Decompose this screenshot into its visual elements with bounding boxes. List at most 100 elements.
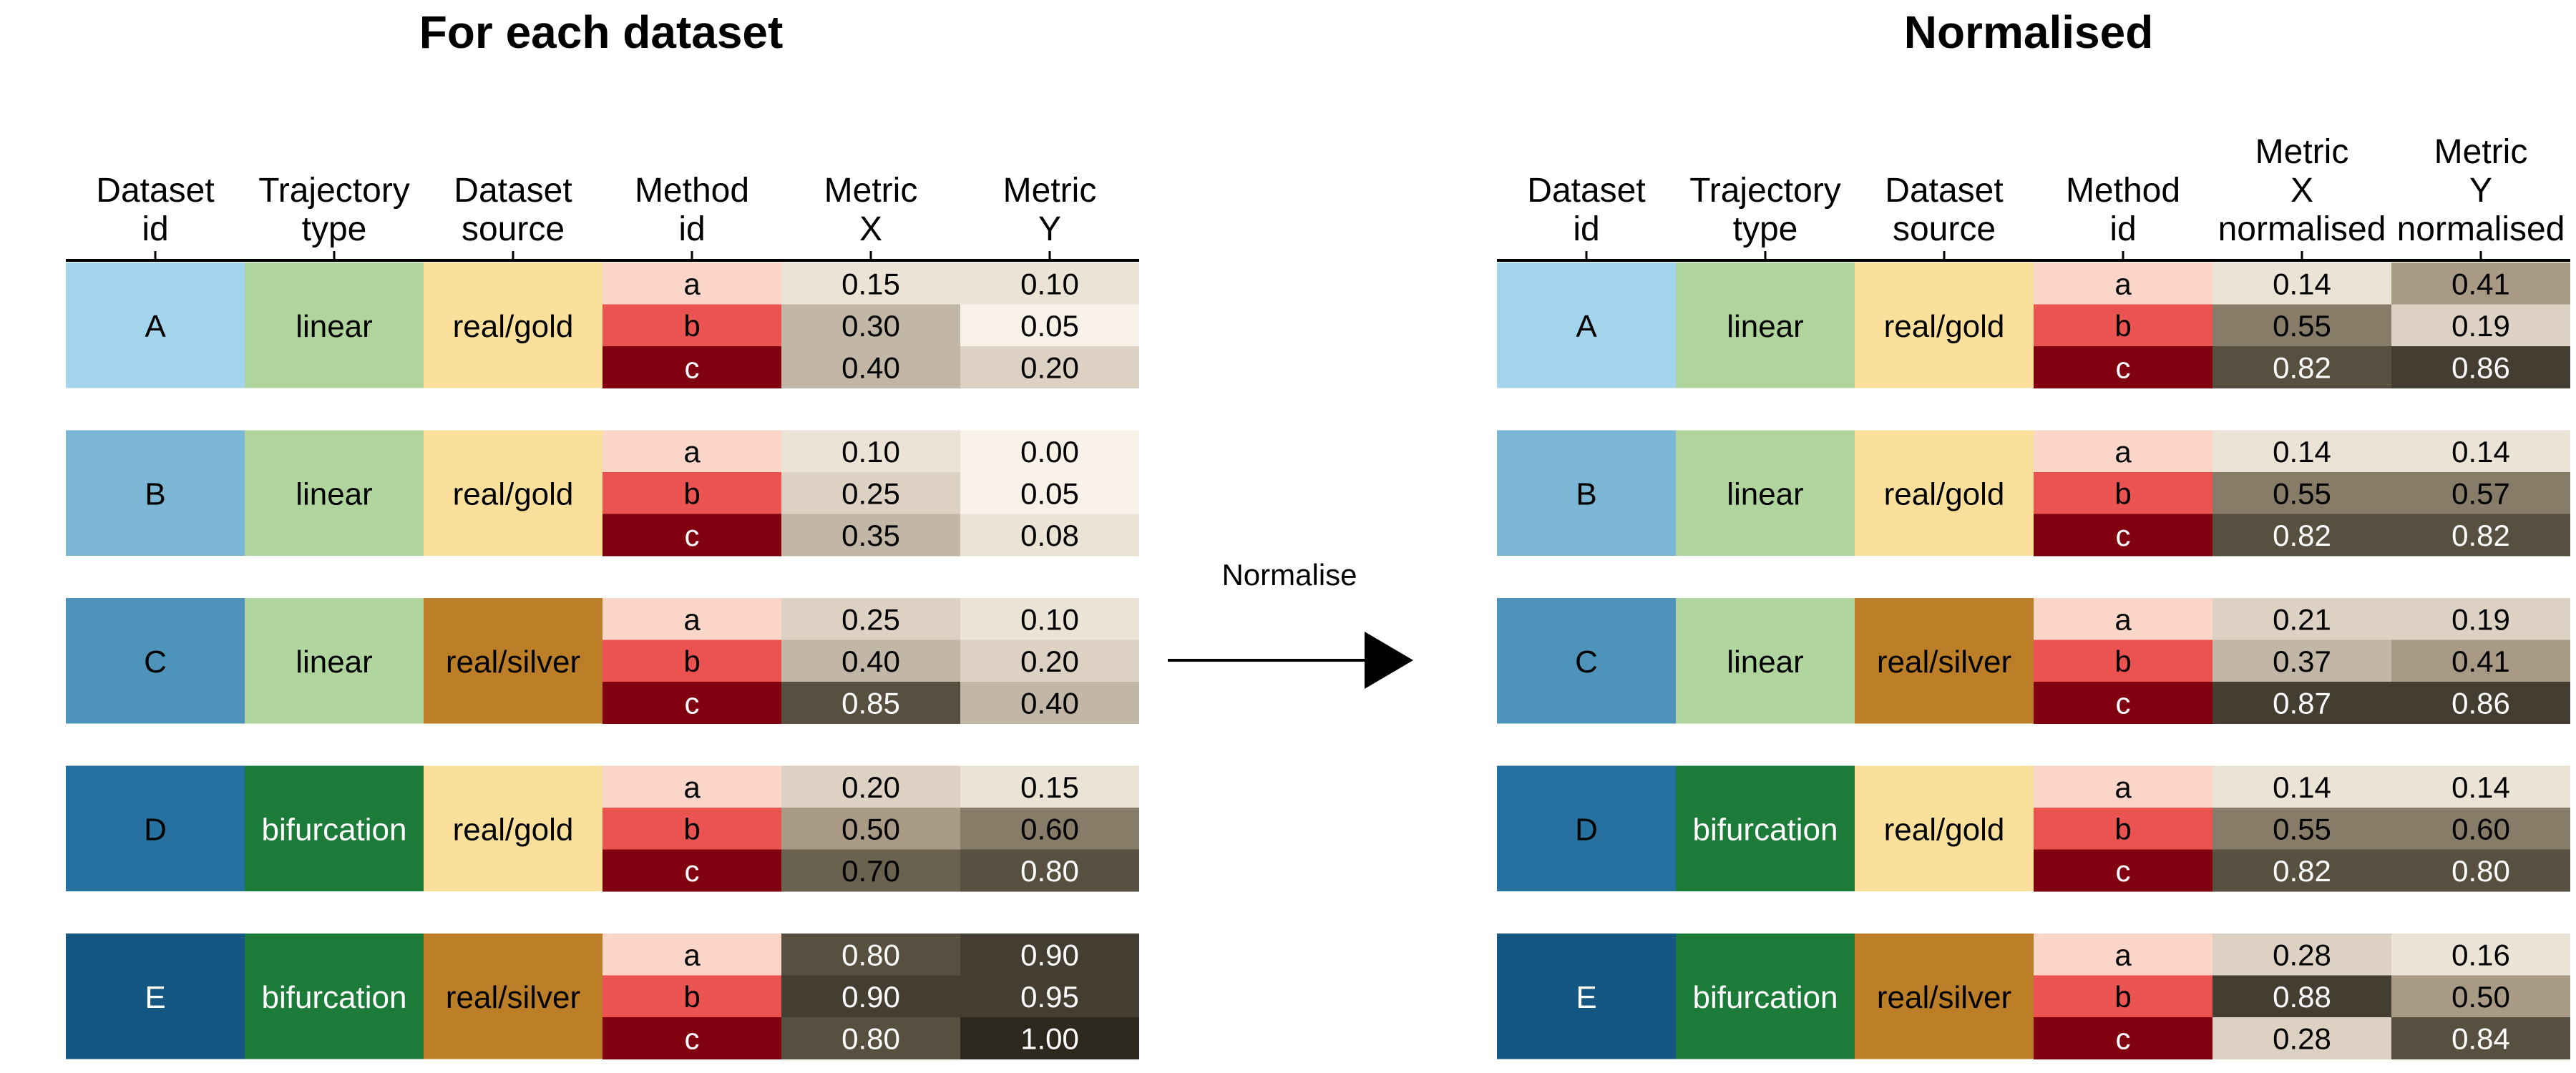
- left-id-cell: [66, 934, 245, 1059]
- left-id-label: B: [145, 476, 165, 511]
- right-header-dataset-line-1: id: [1573, 210, 1599, 248]
- left-trajectory-label: linear: [296, 309, 373, 344]
- right-method-label: c: [2116, 519, 2131, 552]
- right-metric-y-cell: [2391, 975, 2570, 1018]
- left-source-cell: [424, 430, 602, 556]
- left-method-label: b: [683, 309, 700, 343]
- right-method-label: b: [2114, 980, 2131, 1014]
- right-method-label: c: [2116, 686, 2131, 720]
- right-metric-x-cell: [2212, 640, 2391, 682]
- right-metric-y-cell: [2391, 808, 2570, 850]
- left-method-cell: [602, 1017, 781, 1059]
- left-metric-x-value: 0.30: [841, 309, 900, 343]
- right-metric-x-value: 0.55: [2273, 476, 2331, 510]
- right-metric-x-cell: [2212, 346, 2391, 388]
- left-header-method-line-1: id: [678, 210, 705, 248]
- left-metric-y-cell: [960, 808, 1139, 850]
- right-header-x-line-2: normalised: [2218, 210, 2386, 248]
- left-method-cell: [602, 430, 781, 473]
- left-method-cell: [602, 346, 781, 388]
- left-method-label: c: [685, 519, 700, 552]
- left-metric-x-value: 0.10: [841, 435, 900, 469]
- right-source-label: real/silver: [1877, 980, 2011, 1015]
- left-trajectory-label: linear: [296, 645, 373, 680]
- left-id-cell: [66, 430, 245, 556]
- left-metric-x-value: 0.80: [841, 1021, 900, 1055]
- right-metric-x-cell: [2212, 430, 2391, 473]
- left-metric-x-cell: [781, 849, 960, 892]
- left-method-cell: [602, 472, 781, 514]
- right-id-label: C: [1575, 645, 1598, 680]
- left-metric-x-cell: [781, 808, 960, 850]
- right-metric-y-cell: [2391, 472, 2570, 514]
- right-metric-y-value: 0.50: [2451, 980, 2510, 1014]
- right-source-label: real/silver: [1877, 645, 2011, 680]
- left-metric-x-cell: [781, 514, 960, 557]
- right-header-trajectory-line-1: type: [1733, 210, 1798, 248]
- right-source-cell: [1855, 934, 2034, 1059]
- right-metric-x-value: 0.55: [2273, 309, 2331, 343]
- right-header-x-line-0: Metric: [2255, 133, 2349, 171]
- left-metric-y-value: 0.20: [1020, 351, 1079, 384]
- left-method-label: a: [683, 770, 701, 804]
- left-id-cell: [66, 598, 245, 724]
- left-metric-y-cell: [960, 765, 1139, 808]
- left-source-label: real/silver: [446, 980, 580, 1015]
- left-header-y-line-0: Metric: [1003, 172, 1097, 210]
- left-id-cell: [66, 263, 245, 388]
- left-metric-y-cell: [960, 934, 1139, 976]
- left-method-cell: [602, 304, 781, 347]
- left-metric-x-cell: [781, 682, 960, 724]
- right-method-label: a: [2114, 770, 2132, 804]
- left-metric-y-value: 0.60: [1020, 812, 1079, 846]
- left-metric-x-value: 0.70: [841, 854, 900, 888]
- right-metric-y-value: 0.19: [2451, 602, 2510, 636]
- right-metric-y-cell: [2391, 346, 2570, 388]
- left-metric-y-cell: [960, 430, 1139, 473]
- right-metric-x-value: 0.21: [2273, 602, 2331, 636]
- right-metric-y-cell: [2391, 514, 2570, 557]
- left-method-cell: [602, 975, 781, 1018]
- right-metric-x-cell: [2212, 849, 2391, 892]
- right-metric-y-cell: [2391, 640, 2570, 682]
- right-id-cell: [1497, 765, 1676, 891]
- right-metric-x-cell: [2212, 1017, 2391, 1059]
- left-method-cell: [602, 640, 781, 682]
- right-metric-x-cell: [2212, 934, 2391, 976]
- right-metric-y-value: 0.14: [2451, 435, 2510, 469]
- left-trajectory-label: bifurcation: [261, 812, 406, 847]
- left-metric-x-cell: [781, 934, 960, 976]
- left-metric-y-value: 0.90: [1020, 938, 1079, 971]
- right-header-dataset-line-0: Dataset: [1527, 172, 1645, 210]
- left-id-label: E: [145, 980, 165, 1015]
- left-method-label: a: [683, 267, 701, 300]
- right-metric-x-value: 0.55: [2273, 812, 2331, 846]
- left-metric-y-cell: [960, 346, 1139, 388]
- left-method-label: a: [683, 435, 701, 469]
- right-header-method-line-0: Method: [2066, 172, 2180, 210]
- right-metric-x-value: 0.82: [2273, 519, 2331, 552]
- right-id-cell: [1497, 263, 1676, 388]
- left-trajectory-cell: [245, 598, 424, 724]
- left-metric-x-value: 0.35: [841, 519, 900, 552]
- right-header-method-line-1: id: [2109, 210, 2136, 248]
- right-method-cell: [2034, 263, 2212, 305]
- arrow-head: [1365, 632, 1413, 689]
- left-metric-y-cell: [960, 640, 1139, 682]
- left-metric-y-cell: [960, 514, 1139, 557]
- right-method-label: a: [2114, 602, 2132, 636]
- right-method-label: c: [2116, 854, 2131, 888]
- right-method-cell: [2034, 472, 2212, 514]
- left-metric-y-cell: [960, 598, 1139, 640]
- right-metric-y-value: 0.86: [2451, 351, 2510, 384]
- right-metric-x-value: 0.88: [2273, 980, 2331, 1014]
- left-metric-x-cell: [781, 975, 960, 1018]
- right-method-label: a: [2114, 267, 2132, 300]
- left-source-label: real/gold: [453, 309, 574, 344]
